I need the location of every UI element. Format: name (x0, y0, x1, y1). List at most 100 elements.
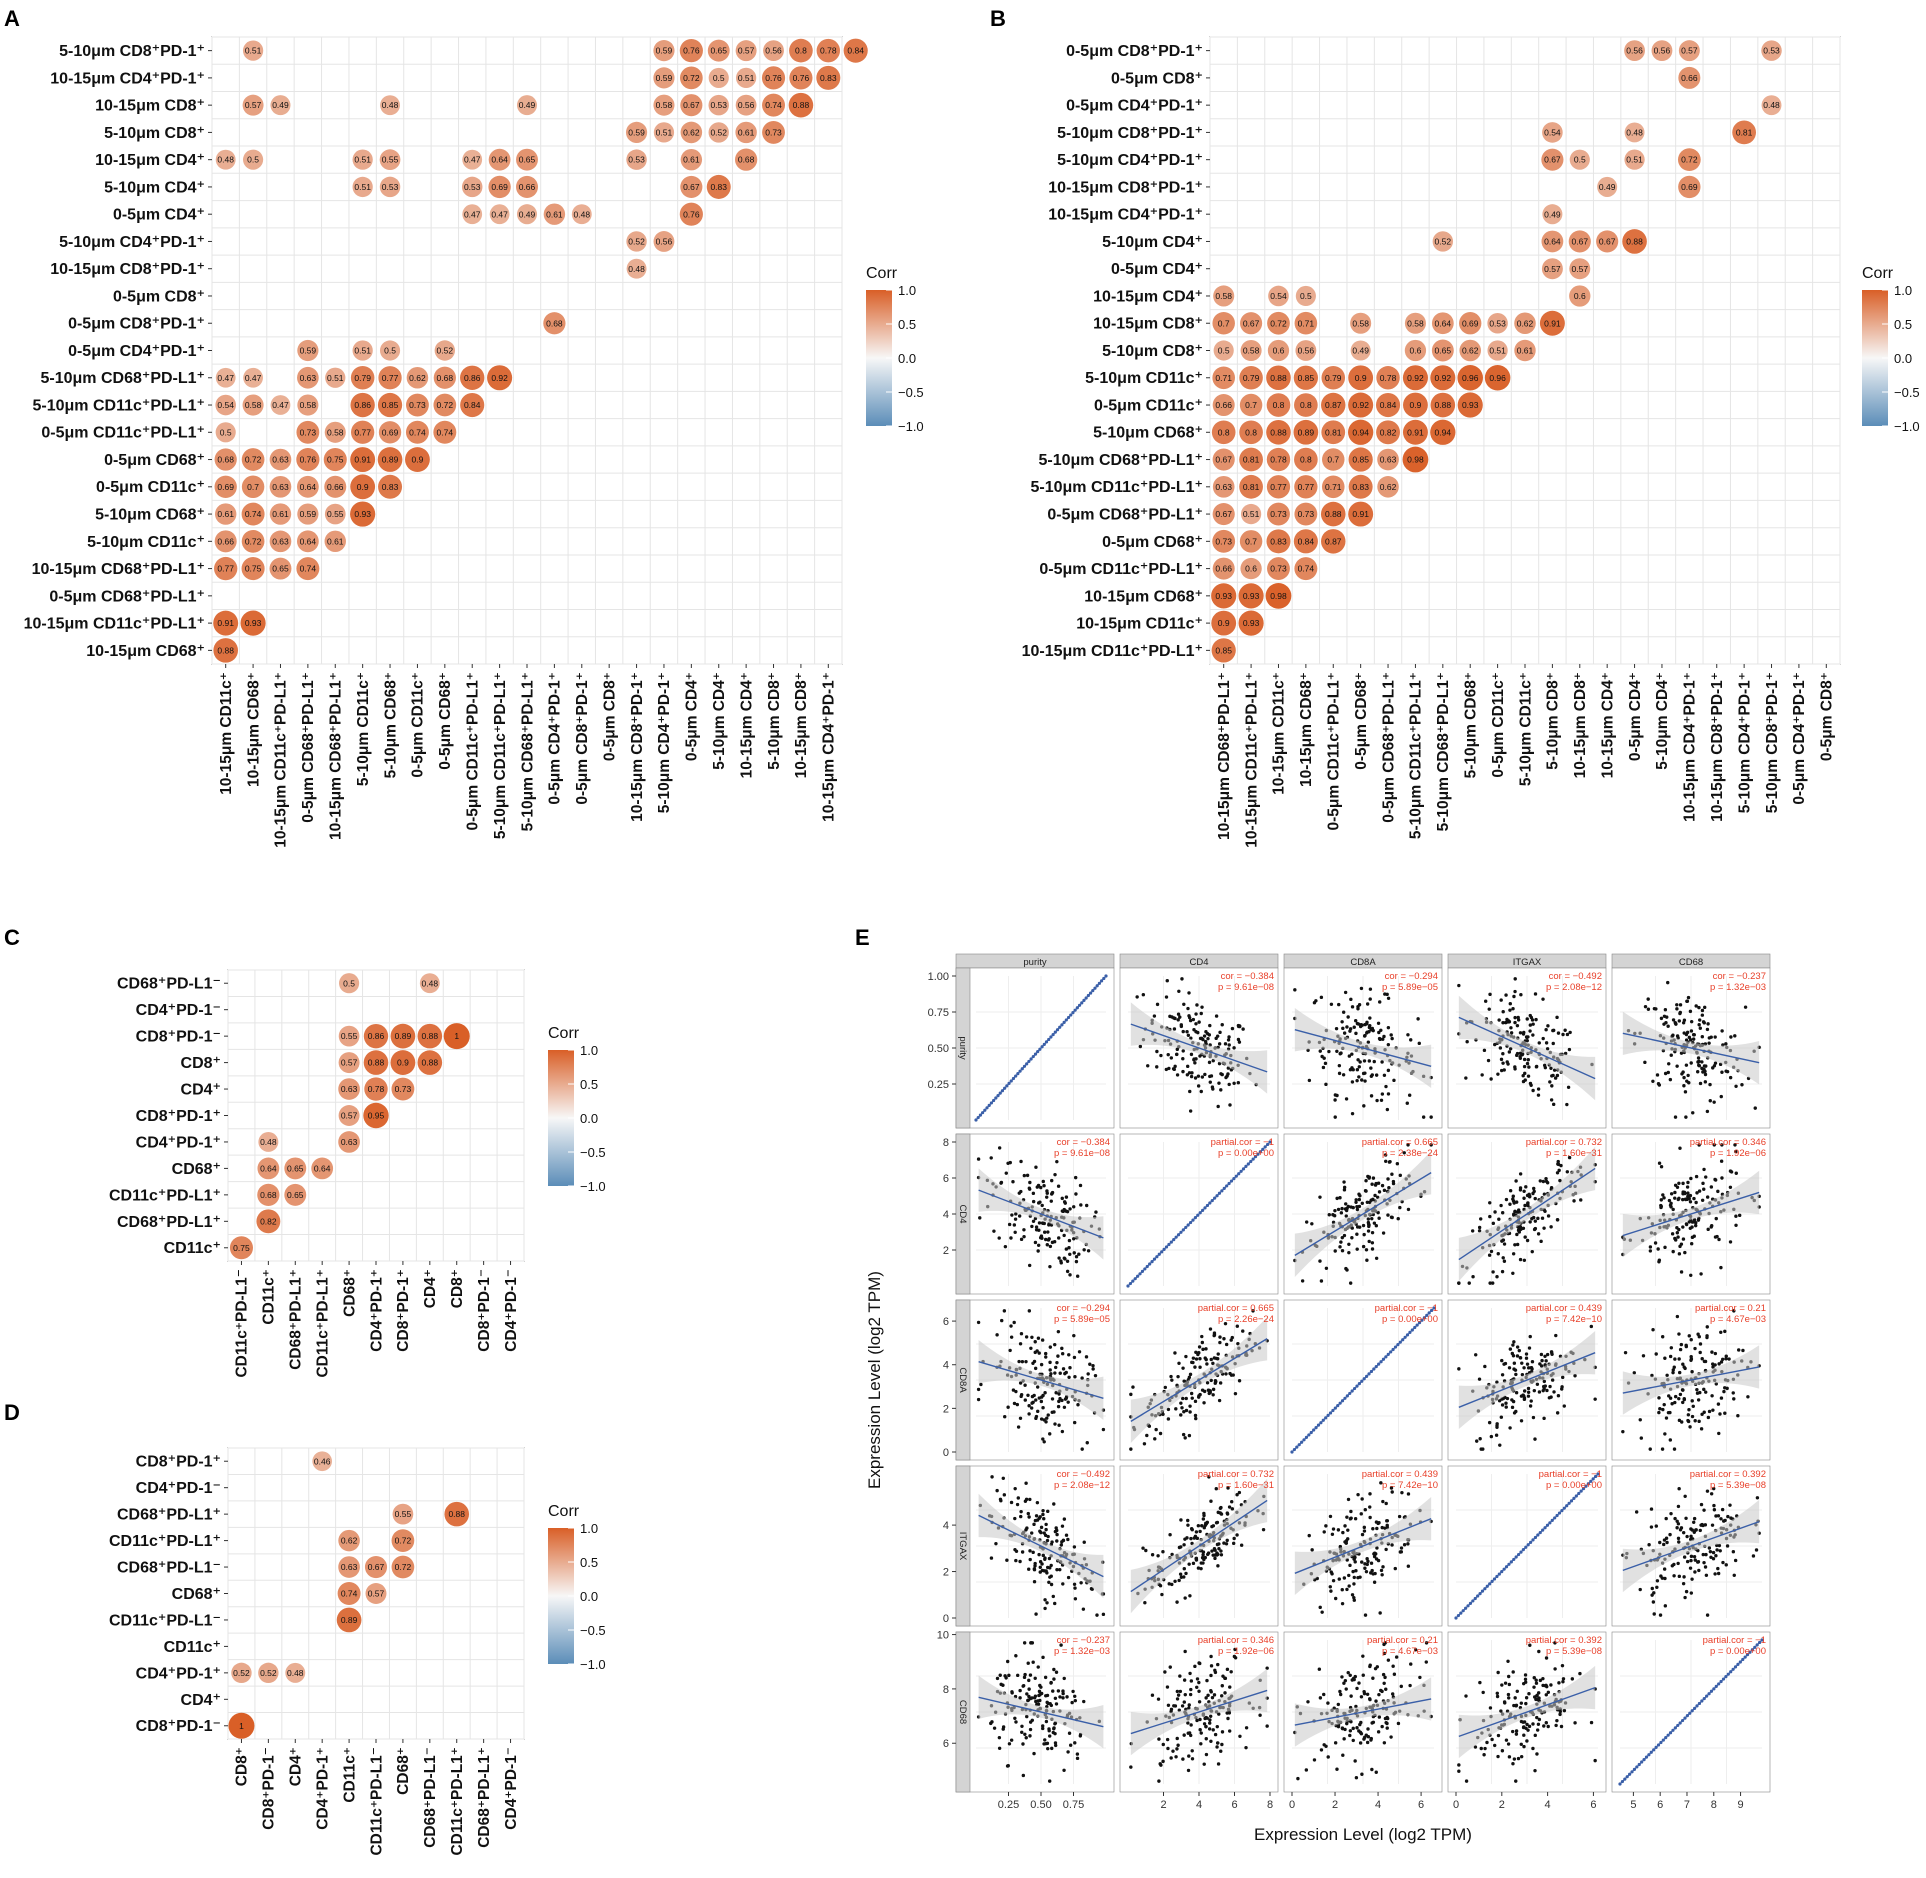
scatter-point (1737, 1348, 1741, 1352)
scatter-point (1650, 1586, 1654, 1591)
correlation-bubble (270, 395, 291, 415)
scatter-point (1213, 1553, 1217, 1557)
scatter-point (1191, 1356, 1196, 1360)
row-label: CD11c⁺PD-L1⁺ (109, 1533, 221, 1550)
scatter-point (1338, 1689, 1342, 1694)
column-label: 0-5μm CD4⁺ (684, 672, 701, 761)
scatter-point (1525, 1038, 1529, 1043)
scatter-point (1346, 1497, 1351, 1502)
scatter-point (1710, 1350, 1714, 1354)
scatter-point (1677, 1540, 1681, 1544)
scatter-point (1721, 1357, 1725, 1361)
scatter-point (1372, 1221, 1377, 1225)
scatter-point (1223, 1676, 1227, 1680)
scatter-point (1708, 1099, 1712, 1103)
scatter-point (1304, 1768, 1309, 1772)
scatter-point (1516, 1756, 1521, 1761)
scatter-point (1496, 1072, 1500, 1076)
correlation-bubble (241, 448, 265, 471)
scatter-point (1072, 1355, 1077, 1360)
scatter-point (1375, 1526, 1379, 1531)
scatter-point (1196, 1566, 1201, 1570)
scatter-point (1502, 1242, 1507, 1246)
correlation-value: 0.57 (245, 100, 262, 110)
correlation-bubble (1321, 420, 1346, 445)
scatter-point (1754, 1548, 1759, 1552)
scatter-point (1514, 1200, 1519, 1204)
scatter-point (1656, 1081, 1661, 1086)
scatter-point (1682, 1397, 1686, 1401)
scatter-point (1363, 1613, 1368, 1617)
scatter-point (995, 1488, 999, 1493)
scatter-point (1075, 1752, 1080, 1756)
scatter-point (1190, 1749, 1194, 1753)
correlation-bubble (338, 1105, 360, 1126)
correlation-bubble (460, 365, 485, 390)
column-label: CD68⁺ (341, 1269, 358, 1317)
column-label: 5-10μm CD11c⁺ (1517, 672, 1534, 786)
scatter-point (1232, 1046, 1236, 1050)
scatter-point (1548, 1384, 1552, 1389)
scatter-point (1498, 1443, 1502, 1447)
scatter-point (1623, 1350, 1628, 1355)
scatter-point (1068, 1366, 1072, 1370)
scatter-point (1361, 1244, 1366, 1249)
legend-tick-label: 0.0 (580, 1589, 598, 1604)
scatter-point (1031, 1199, 1036, 1204)
correlation-value: 0.88 (217, 645, 234, 655)
scatter-point (1702, 1021, 1706, 1025)
scatter-point (1702, 1167, 1706, 1172)
scatter-point (1669, 1205, 1673, 1209)
scatter-point (1202, 1511, 1206, 1516)
stat-correlation: partial.cor = 0.21 (1367, 1635, 1438, 1646)
scatter-point (1351, 1738, 1355, 1743)
scatter-point (1037, 1396, 1041, 1400)
scatter-point (1720, 1507, 1725, 1512)
column-label: 0-5μm CD11c⁺ (410, 672, 427, 778)
scatter-point (1082, 1699, 1086, 1704)
scatter-point (1066, 1400, 1070, 1404)
scatter-point (1188, 1372, 1193, 1377)
scatter-point (1182, 1733, 1186, 1737)
scatter-point (1054, 1391, 1058, 1395)
row-label: 0-5μm CD68⁺ (1102, 534, 1203, 551)
correlation-value: 0.72 (245, 455, 262, 465)
correlation-value: 0.85 (1352, 455, 1369, 465)
scatter-point (1359, 1720, 1363, 1725)
scatter-point (1704, 1573, 1709, 1577)
panel-a-correlation-matrix: 5-10μm CD8⁺PD-1⁺10-15μm CD4⁺PD-1⁺10-15μm… (24, 36, 924, 848)
scatter-point (1690, 1414, 1695, 1419)
scatter-point (1071, 1689, 1075, 1694)
scatter-point (1336, 1207, 1341, 1212)
scatter-point (1741, 1348, 1745, 1353)
scatter-point (1094, 1210, 1098, 1214)
scatter-point (1725, 1069, 1730, 1074)
scatter-point (1496, 1733, 1501, 1738)
scatter-point (1657, 1258, 1662, 1262)
scatter-point (1018, 1688, 1022, 1693)
correlation-bubble (1293, 529, 1318, 554)
scatter-point (1046, 1509, 1050, 1514)
column-label: CD4⁺PD-1⁺ (368, 1269, 385, 1352)
scatter-point (998, 1497, 1003, 1502)
legend-title: Corr (548, 1025, 580, 1042)
scatter-point (1167, 1582, 1171, 1586)
scatter-point (1198, 1392, 1202, 1397)
column-label: CD8⁺PD-1⁺ (395, 1269, 412, 1352)
scatter-point (1702, 1064, 1707, 1068)
scatter-point (1348, 1733, 1352, 1738)
scatter-point (1015, 1502, 1020, 1507)
scatter-point (1696, 1056, 1701, 1060)
scatter-point (1695, 1387, 1699, 1392)
scatter-point (1033, 1564, 1037, 1568)
scatter-point (1733, 1143, 1737, 1147)
correlation-bubble (379, 176, 401, 198)
scatter-point (1352, 1025, 1356, 1029)
scatter-point (1370, 1767, 1374, 1772)
scatter-point (1046, 1413, 1050, 1417)
scatter-point (1155, 1049, 1159, 1054)
scatter-point (1541, 997, 1545, 1001)
scatter-point (1361, 1654, 1365, 1658)
scatter-point (1181, 1432, 1186, 1437)
